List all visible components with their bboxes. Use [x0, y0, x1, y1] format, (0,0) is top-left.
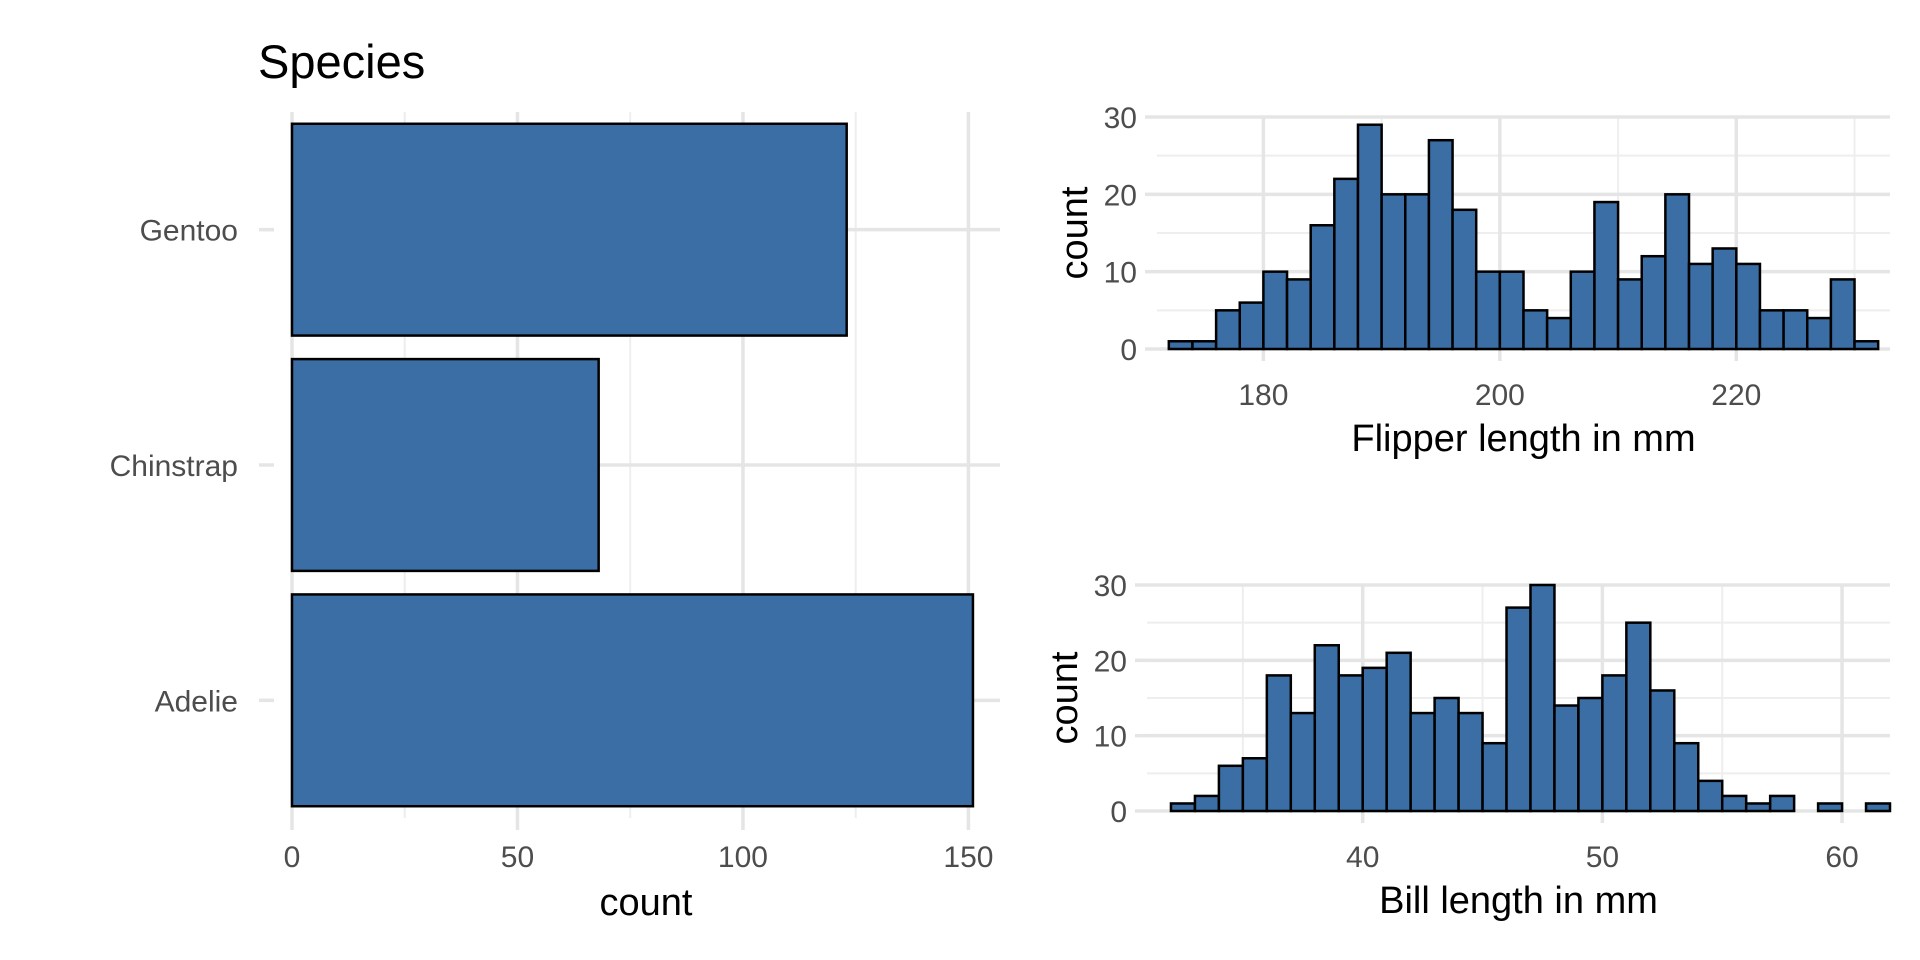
bar-adelie	[290, 593, 975, 808]
y-tick-label: Gentoo	[140, 215, 238, 248]
histogram-bar	[1711, 247, 1738, 351]
histogram-bar	[1601, 674, 1628, 813]
histogram-bar	[1309, 224, 1336, 351]
histogram-bar	[1782, 309, 1809, 351]
chart-title: Species	[258, 35, 425, 88]
histogram-bar	[1758, 309, 1785, 351]
histogram-bar	[1265, 674, 1293, 813]
histogram-bar	[1853, 340, 1880, 351]
histogram-bar	[1451, 208, 1478, 351]
histogram-bar	[1404, 193, 1431, 351]
histogram-bar	[1262, 270, 1289, 351]
histogram-bar	[1553, 704, 1580, 813]
y-tick-label: 20	[1104, 179, 1137, 212]
histogram-bar	[1238, 301, 1265, 351]
histogram-bar	[1829, 278, 1856, 351]
histogram-bar	[1385, 651, 1412, 813]
y-tick-label: 30	[1094, 570, 1127, 603]
histogram-bar	[1687, 262, 1714, 351]
histogram-bar	[1167, 340, 1194, 351]
histogram-bar	[1649, 689, 1676, 813]
histogram-bar	[1361, 666, 1388, 813]
x-tick-label: 0	[284, 841, 301, 874]
histogram-bar	[1720, 794, 1748, 813]
histogram-bar	[1457, 711, 1484, 813]
histogram-bar	[1289, 711, 1317, 813]
histogram-bar	[1697, 779, 1724, 813]
bill-length-histogram: 0 10 20 30 40 50 60 Bill length in mm count	[1044, 570, 1892, 922]
x-tick-label: 150	[943, 841, 993, 874]
y-tick-label: 10	[1104, 257, 1137, 290]
histogram-bar	[1569, 270, 1596, 351]
histogram-bar	[1241, 757, 1269, 813]
x-tick-label: 50	[1586, 841, 1619, 874]
histogram-bar	[1735, 262, 1762, 351]
histogram-bar	[1474, 270, 1502, 351]
y-tick-label: 10	[1094, 721, 1127, 754]
y-tick-label: Chinstrap	[110, 450, 238, 483]
y-tick-label: 0	[1110, 796, 1127, 829]
histogram-bar	[1333, 177, 1360, 351]
histogram-bar	[1545, 316, 1573, 351]
species-bar-chart: Adelie Chinstrap Gentoo 0 50 100 150 count Speci…	[110, 35, 1000, 924]
histogram-bar	[1522, 309, 1549, 351]
x-tick-label: 220	[1711, 379, 1761, 412]
histogram-bar	[1577, 696, 1604, 813]
histogram-bar	[1529, 583, 1556, 813]
histogram-bar	[1593, 200, 1620, 351]
x-axis-title: Flipper length in mm	[1351, 418, 1695, 460]
x-tick-label: 40	[1346, 841, 1379, 874]
histogram-bar	[1625, 621, 1652, 813]
histogram-bar	[1505, 606, 1532, 813]
histogram-bar	[1285, 278, 1312, 351]
bar-gentoo	[290, 122, 848, 337]
x-tick-label: 60	[1825, 841, 1858, 874]
histogram-bar	[1805, 316, 1833, 351]
y-tick-label: 0	[1120, 334, 1137, 367]
y-tick-label: Adelie	[155, 685, 238, 718]
histogram-bar	[1616, 278, 1643, 351]
x-tick-label: 100	[718, 841, 768, 874]
y-axis-title: count	[1044, 651, 1086, 744]
histogram-bar	[1481, 741, 1508, 813]
x-tick-label: 180	[1238, 379, 1288, 412]
histogram-bar	[1816, 802, 1844, 813]
x-axis-title: count	[600, 882, 693, 924]
histogram-bar	[1409, 711, 1436, 813]
y-tick-label: 30	[1104, 102, 1137, 135]
histogram-bar	[1498, 270, 1525, 351]
y-tick-label: 20	[1094, 645, 1127, 678]
histogram-bar	[1744, 802, 1772, 813]
histogram-bar	[1640, 254, 1667, 351]
x-tick-label: 200	[1475, 379, 1525, 412]
bar-chinstrap	[290, 357, 600, 573]
histogram-bar	[1337, 674, 1364, 813]
histogram-bar	[1864, 802, 1892, 813]
flipper-length-histogram: 0 10 20 30 180 200 220 Flipper length in mm coun…	[1054, 102, 1890, 460]
histogram-bar	[1191, 340, 1218, 351]
x-tick-label: 50	[501, 841, 534, 874]
histogram-bar	[1214, 309, 1242, 351]
x-axis-title: Bill length in mm	[1379, 880, 1658, 922]
histogram-bar	[1427, 138, 1454, 351]
histogram-bar	[1768, 794, 1796, 813]
histogram-bar	[1664, 193, 1691, 351]
histogram-bar	[1169, 802, 1197, 813]
histogram-bar	[1356, 123, 1383, 351]
histogram-bar	[1380, 193, 1407, 351]
histogram-bar	[1433, 696, 1460, 813]
y-axis-title: count	[1054, 186, 1096, 279]
histogram-bar	[1217, 764, 1245, 813]
histogram-bar	[1193, 794, 1221, 813]
histogram-bar	[1673, 741, 1700, 813]
histogram-bar	[1313, 644, 1340, 813]
